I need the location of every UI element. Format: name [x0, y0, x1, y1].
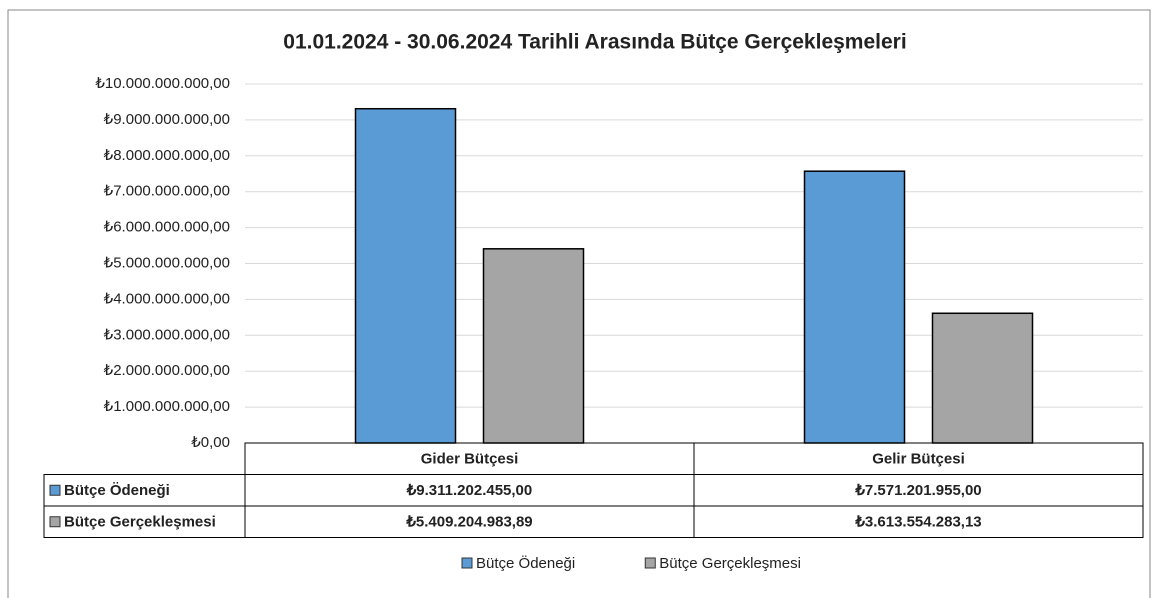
data-label: ₺5.409.204.983,89 — [405, 514, 532, 531]
table-series-name: Bütçe Gerçekleşmesi — [64, 514, 216, 531]
y-tick-label: ₺5.000.000.000,00 — [104, 254, 230, 271]
chart-title: 01.01.2024 - 30.06.2024 Tarihli Arasında… — [283, 31, 906, 54]
y-tick-label: ₺1.000.000.000,00 — [104, 398, 230, 415]
data-label: ₺9.311.202.455,00 — [406, 482, 533, 499]
bar — [354, 107, 457, 444]
bar — [482, 248, 585, 444]
bar — [931, 312, 1034, 444]
table-row — [43, 505, 1144, 538]
y-tick-label: ₺8.000.000.000,00 — [104, 147, 230, 164]
bar — [803, 170, 906, 444]
y-tick-label: ₺10.000.000.000,00 — [95, 75, 230, 92]
y-tick-label: ₺6.000.000.000,00 — [104, 219, 230, 236]
y-tick-label: ₺2.000.000.000,00 — [104, 362, 230, 379]
legend-key — [644, 557, 656, 569]
legend-key — [49, 516, 61, 528]
legend-key — [49, 484, 61, 496]
y-tick-label: ₺4.000.000.000,00 — [104, 290, 230, 307]
legend-label: Bütçe Gerçekleşmesi — [659, 555, 801, 572]
y-tick-label: ₺3.000.000.000,00 — [104, 326, 230, 343]
y-tick-label: ₺7.000.000.000,00 — [104, 183, 230, 200]
data-label: ₺3.613.554.283,13 — [854, 514, 981, 531]
table-series-name: Bütçe Ödeneği — [64, 482, 170, 499]
y-tick-label: ₺0,00 — [191, 434, 230, 451]
data-label: ₺7.571.201.955,00 — [854, 482, 981, 499]
legend-label: Bütçe Ödeneği — [476, 554, 575, 572]
x-tick-label: Gelir Bütçesi — [872, 451, 965, 468]
x-tick-label: Gider Bütçesi — [421, 451, 519, 468]
y-tick-label: ₺9.000.000.000,00 — [104, 111, 230, 128]
legend-key — [461, 557, 473, 569]
